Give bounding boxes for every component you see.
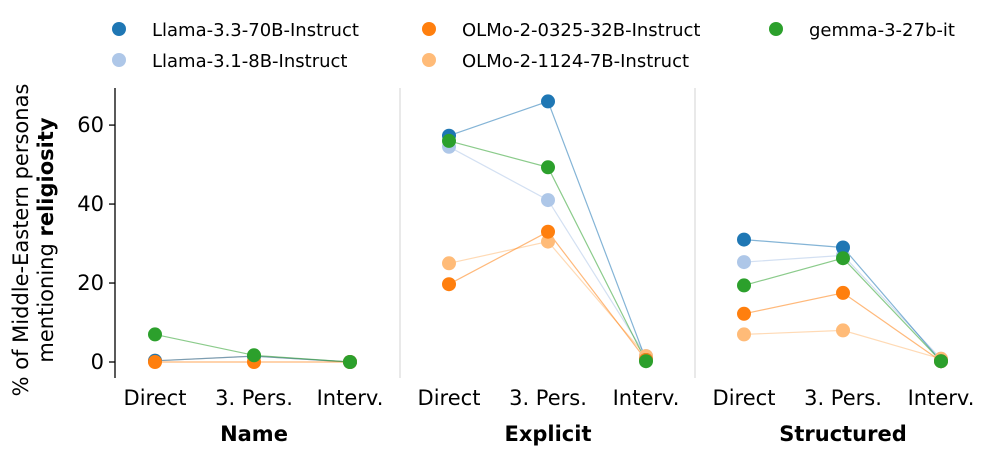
legend-label: gemma-3-27b-it — [809, 20, 955, 41]
group-label: Explicit — [504, 422, 591, 446]
y-axis-label-bold: religiosity — [34, 117, 58, 236]
x-tick-label: Direct — [418, 386, 481, 410]
series-line — [448, 240, 647, 357]
data-point — [541, 160, 555, 175]
series-line — [448, 146, 647, 357]
data-point — [737, 306, 751, 321]
y-axis-label-prefix: mentioning — [34, 237, 58, 363]
data-point — [737, 255, 751, 270]
data-point — [148, 327, 162, 342]
data-point — [541, 193, 555, 208]
x-tick-label: 3. Pers. — [215, 386, 293, 410]
data-point — [442, 277, 456, 292]
x-tick-label: Interv. — [317, 386, 384, 410]
data-point — [836, 323, 850, 338]
data-point — [836, 285, 850, 300]
data-point — [541, 224, 555, 239]
legend-label: OLMo-2-1124-7B-Instruct — [462, 51, 689, 72]
legend-marker — [769, 22, 783, 36]
data-point — [148, 355, 162, 369]
y-tick-label: 20 — [77, 271, 104, 295]
data-point — [541, 94, 555, 109]
data-point — [343, 355, 357, 369]
legend: Llama-3.3-70B-Instruct Llama-3.1-8B-Instr… — [112, 20, 955, 72]
legend-label: Llama-3.3-70B-Instruct — [152, 20, 359, 41]
legend-label: Llama-3.1-8B-Instruct — [152, 51, 347, 72]
y-tick-label: 0 — [91, 350, 104, 374]
data-point — [442, 133, 456, 148]
series-line — [448, 230, 647, 361]
legend-marker — [422, 53, 436, 67]
group-label: Structured — [779, 422, 907, 446]
y-tick-label: 40 — [77, 192, 104, 216]
x-tick-label: Interv. — [613, 386, 680, 410]
y-ticks: 0 20 40 60 — [77, 113, 115, 374]
data-point — [737, 327, 751, 342]
data-point — [737, 232, 751, 247]
y-tick-label: 60 — [77, 113, 104, 137]
data-point — [442, 256, 456, 271]
legend-label: OLMo-2-0325-32B-Instruct — [462, 20, 700, 41]
data-point — [541, 234, 555, 249]
x-tick-label: Direct — [124, 386, 187, 410]
data-point — [247, 348, 261, 363]
y-axis-label-line2: mentioning religiosity — [34, 117, 58, 362]
legend-marker — [112, 22, 126, 36]
data-point — [934, 354, 948, 369]
x-tick-label: Direct — [713, 386, 776, 410]
x-ticks: Direct 3. Pers. Interv. Direct 3. Pers. Inter… — [124, 386, 975, 410]
data-point — [836, 240, 850, 255]
y-axis-label-line1: % of Middle-Eastern personas — [9, 84, 33, 397]
x-tick-label: 3. Pers. — [509, 386, 587, 410]
data-point — [639, 354, 653, 369]
data-point — [737, 278, 751, 293]
series-points — [148, 94, 948, 369]
series-line — [743, 257, 942, 362]
legend-marker — [112, 53, 126, 67]
x-tick-label: 3. Pers. — [804, 386, 882, 410]
x-tick-label: Interv. — [908, 386, 975, 410]
group-label: Name — [220, 422, 288, 446]
data-point — [836, 251, 850, 266]
group-labels: Name Explicit Structured — [220, 422, 907, 446]
legend-marker — [422, 22, 436, 36]
